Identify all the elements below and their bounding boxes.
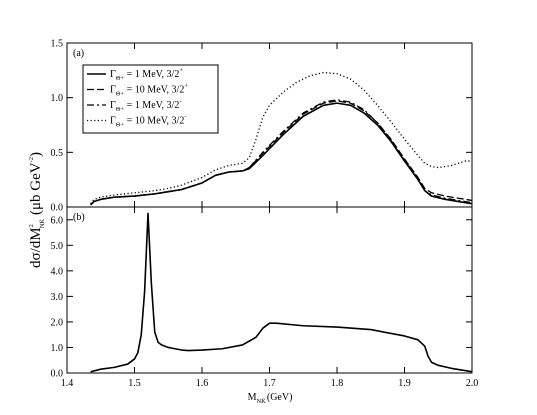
y-tick-label: 4.0 (51, 266, 64, 277)
legend-entry: ΓΘ+ = 10 MeV, 3/2- (110, 114, 187, 129)
x-tick-label: 1.9 (398, 378, 411, 389)
y-tick-label: 2.0 (51, 317, 64, 328)
panel-b-y-ticks: 0.0 1.0 2.0 3.0 4.0 5.0 6.0 (51, 215, 472, 380)
legend-box (82, 64, 219, 134)
panel-a-series (90, 71, 473, 206)
panel-b-series (90, 212, 473, 373)
panel-b-frame (66, 206, 473, 374)
y-tick-label: 0.0 (51, 203, 64, 214)
x-tick-labels: 1.4 1.5 1.6 1.7 1.8 1.9 2.0 (61, 378, 479, 389)
legend-text-part: Θ+ (116, 106, 125, 113)
legend-text-part: = 1 MeV, 3/2 (124, 100, 179, 111)
x-tick-label: 1.8 (331, 378, 344, 389)
panel-a: (a) 0.00.51.01.5 ΓΘ+ = 1 MeV, 3/2+ΓΘ+ = … (51, 39, 473, 214)
x-tick-label: 2.0 (466, 378, 479, 389)
legend-text-part: = 1 MeV, 3/2 (124, 69, 179, 80)
legend-text-part: Γ (110, 69, 116, 80)
y-axis-label: dσ/dM2 NK̄ (μb GeV-2) (28, 152, 46, 268)
y-tick-label: 5.0 (51, 241, 64, 252)
legend-text-part: Γ (110, 116, 116, 127)
y-tick-label: 1.0 (51, 343, 64, 354)
series-line-3 (90, 99, 473, 206)
panel-a-tag: (a) (73, 48, 84, 59)
y-tick-label: 1.0 (51, 93, 64, 104)
legend-text-part: Γ (110, 85, 116, 96)
panel-b: (b) 0.0 1.0 2.0 3.0 4.0 5.0 6.0 (51, 206, 473, 380)
legend-text-part: + (179, 67, 183, 74)
legend-text-part: Θ+ (116, 91, 125, 98)
legend: ΓΘ+ = 1 MeV, 3/2+ΓΘ+ = 10 MeV, 3/2+ΓΘ+ =… (82, 64, 219, 134)
y-tick-label: 0.5 (51, 148, 64, 159)
x-axis-label-sub: NK̄ (256, 398, 266, 405)
y-axis-label-unit-close: ) (28, 152, 44, 157)
legend-text-part: Θ+ (116, 75, 125, 82)
y-axis-label-unit-open: (μb GeV (28, 162, 44, 219)
x-tick-label: 1.6 (196, 378, 209, 389)
y-axis-label-sub: NK̄ (39, 218, 46, 228)
legend-text-part: Γ (110, 100, 116, 111)
legend-text-part: Θ+ (116, 122, 125, 129)
panel-b-tag: (b) (73, 212, 85, 223)
legend-text-part: = 10 MeV, 3/2 (124, 85, 184, 96)
legend-text-part: - (179, 98, 181, 105)
x-tick-label: 1.7 (263, 378, 276, 389)
series-line-2 (90, 100, 473, 206)
series-line-1 (90, 212, 473, 373)
x-tick-label: 1.4 (61, 378, 74, 389)
x-axis-label-unit: (GeV) (267, 392, 293, 403)
legend-text-part: = 10 MeV, 3/2 (124, 116, 184, 127)
y-axis-label-main: dσ/dM (28, 227, 44, 268)
panel-b-x-ticks (66, 207, 473, 373)
y-tick-label: 3.0 (51, 292, 64, 303)
legend-text-part: + (184, 83, 188, 90)
y-tick-label: 6.0 (51, 215, 64, 226)
y-tick-label: 1.5 (51, 39, 64, 50)
x-axis-label: MNK̄(GeV) (248, 392, 293, 405)
legend-entry: ΓΘ+ = 1 MeV, 3/2- (110, 98, 182, 113)
y-tick-label: 0.0 (51, 369, 64, 380)
y-axis-label-unit-sup: -2 (28, 157, 35, 162)
legend-entry: ΓΘ+ = 10 MeV, 3/2+ (110, 83, 188, 98)
panel-a-x-ticks (66, 43, 473, 207)
legend-entry: ΓΘ+ = 1 MeV, 3/2+ (110, 67, 183, 82)
y-axis-label-sup: 2 (28, 224, 35, 227)
x-axis-label-main: M (248, 392, 257, 403)
x-tick-label: 1.5 (128, 378, 141, 389)
legend-text-part: - (184, 114, 186, 121)
